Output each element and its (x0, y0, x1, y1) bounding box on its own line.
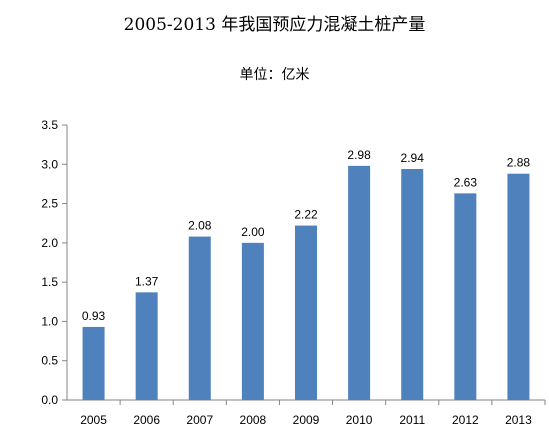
x-tick-label-2011: 2011 (399, 413, 425, 427)
data-label-2009: 2.22 (294, 208, 318, 222)
y-tick-label: 0.5 (41, 354, 58, 368)
bar-2010 (348, 165, 371, 400)
y-tick-label: 2.0 (41, 236, 58, 250)
data-label-2008: 2.00 (241, 225, 265, 239)
y-tick-label: 3.0 (41, 157, 58, 171)
chart-subtitle: 单位：亿米 (239, 67, 310, 83)
data-label-2012: 2.63 (454, 175, 478, 189)
y-tick-label: 1.5 (41, 275, 58, 289)
x-tick-label-2008: 2008 (240, 413, 267, 427)
bar-2011 (401, 169, 424, 400)
bar-2006 (135, 292, 158, 400)
x-tick-label-2007: 2007 (186, 413, 213, 427)
data-label-2013: 2.88 (507, 156, 531, 170)
bar-2012 (454, 193, 477, 400)
x-tick-label-2010: 2010 (346, 413, 373, 427)
bar-2007 (188, 236, 211, 400)
data-label-2011: 2.94 (401, 151, 425, 165)
x-tick-label-2009: 2009 (293, 413, 320, 427)
bar-2008 (241, 242, 264, 400)
y-tick-label: 2.5 (41, 197, 58, 211)
data-label-2010: 2.98 (347, 148, 371, 162)
data-label-2007: 2.08 (188, 219, 212, 233)
data-label-2006: 1.37 (135, 274, 159, 288)
x-tick-label-2012: 2012 (452, 413, 479, 427)
bar-2005 (82, 326, 105, 400)
data-label-2005: 0.93 (82, 309, 106, 323)
y-tick-label: 0.0 (41, 393, 58, 407)
chart-title: 2005-2013 年我国预应力混凝土桩产量 (123, 15, 426, 35)
bar-2009 (295, 225, 317, 400)
x-tick-label-2006: 2006 (133, 413, 160, 427)
x-tick-label-2013: 2013 (505, 413, 532, 427)
bar-2013 (507, 173, 530, 400)
y-tick-label: 1.0 (41, 314, 58, 328)
y-tick-label: 3.5 (41, 118, 58, 132)
x-tick-label-2005: 2005 (80, 413, 107, 427)
